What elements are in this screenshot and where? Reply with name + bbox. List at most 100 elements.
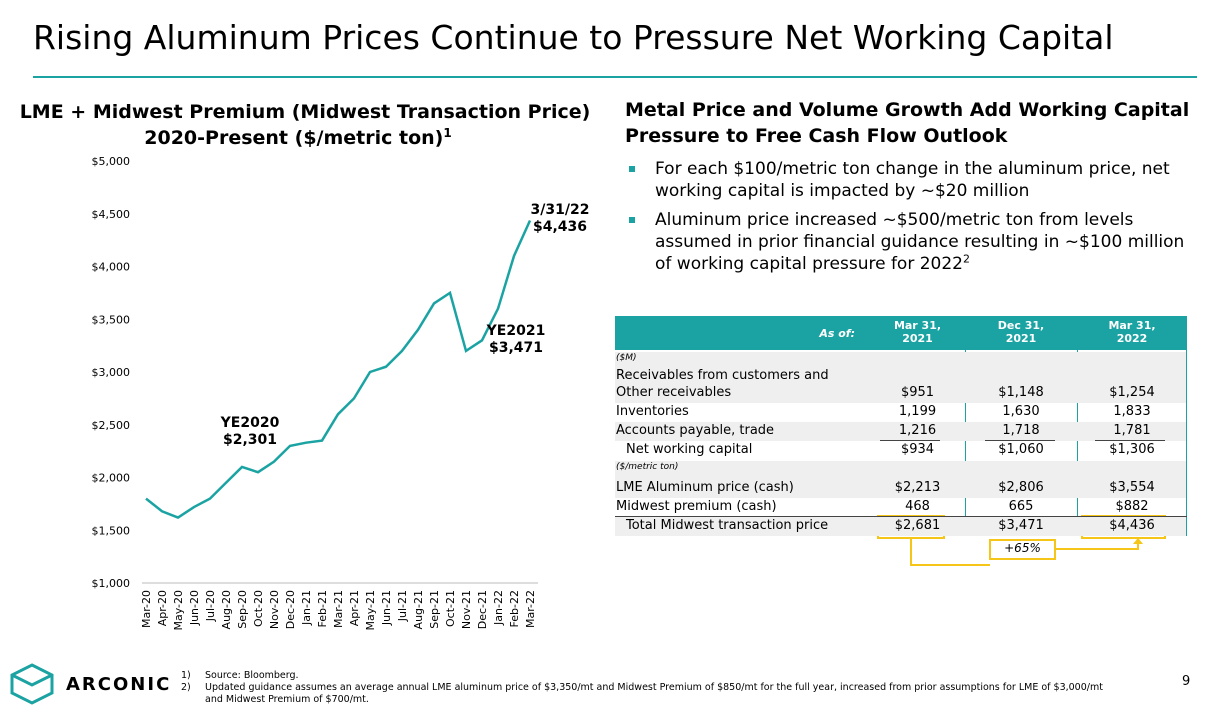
bullet-body: For each $100/metric ton change in the a… bbox=[655, 159, 1170, 201]
row-label: Receivables from customers and bbox=[616, 368, 829, 383]
column-header: 2021 bbox=[902, 332, 933, 345]
cell: $1,254 bbox=[1109, 385, 1155, 400]
cell: $882 bbox=[1115, 499, 1149, 514]
rule bbox=[615, 516, 1187, 517]
x-tick-label: Mar-21 bbox=[332, 590, 345, 628]
annotation: YE2020 bbox=[220, 415, 280, 431]
x-tick-label: Feb-21 bbox=[316, 590, 329, 627]
cell: 1,630 bbox=[1002, 404, 1040, 419]
y-tick-label: $2,000 bbox=[92, 472, 131, 485]
footnote-marker: 2) bbox=[181, 682, 191, 693]
x-tick-label: Dec-20 bbox=[284, 590, 297, 629]
y-tick-label: $3,500 bbox=[92, 313, 131, 326]
cell: $2,806 bbox=[998, 480, 1044, 495]
bullet-text: For each $100/metric ton change in the a… bbox=[655, 158, 1190, 202]
bullet-marker bbox=[629, 166, 635, 172]
chart-title: 2020-Present ($/metric ton)1 bbox=[144, 126, 451, 149]
footnote-text: Updated guidance assumes an average annu… bbox=[205, 682, 1103, 705]
row-label: Accounts payable, trade bbox=[616, 423, 775, 438]
arrow-head bbox=[1133, 538, 1143, 544]
cell: 1,781 bbox=[1113, 423, 1151, 438]
x-tick-label: Sep-21 bbox=[428, 590, 441, 629]
section-heading: Pressure to Free Cash Flow Outlook bbox=[625, 125, 1008, 147]
y-tick-label: $1,000 bbox=[92, 577, 131, 590]
annotation: $4,436 bbox=[533, 219, 587, 235]
footnote-marker: 1) bbox=[181, 670, 191, 681]
row-band bbox=[615, 352, 1186, 367]
bullet-text: Aluminum price increased ~$500/metric to… bbox=[655, 209, 1190, 275]
rule bbox=[985, 440, 1055, 441]
bullet-marker bbox=[629, 217, 635, 223]
table-header bbox=[615, 316, 1187, 350]
cell: 468 bbox=[905, 499, 930, 514]
annotation: 3/31/22 bbox=[531, 202, 590, 218]
logo-text: ARCONIC bbox=[66, 674, 172, 695]
y-tick-label: $2,500 bbox=[92, 419, 131, 432]
section-label: ($/metric ton) bbox=[616, 462, 679, 472]
cell: 1,718 bbox=[1002, 423, 1040, 438]
cell: $4,436 bbox=[1109, 518, 1155, 533]
cell: $1,060 bbox=[998, 442, 1044, 457]
rule bbox=[1095, 440, 1165, 441]
annotation: $2,301 bbox=[223, 432, 277, 448]
x-tick-label: Jul-20 bbox=[204, 590, 217, 622]
cell: $3,471 bbox=[998, 518, 1044, 533]
y-tick-label: $4,000 bbox=[92, 261, 131, 274]
x-tick-label: Oct-20 bbox=[252, 590, 265, 627]
row-band bbox=[615, 479, 1186, 498]
x-tick-label: Nov-21 bbox=[460, 590, 473, 629]
callout: +65% bbox=[1004, 541, 1041, 555]
rule bbox=[880, 440, 940, 441]
chart-title: LME + Midwest Premium (Midwest Transacti… bbox=[20, 101, 591, 123]
footnote-text: Source: Bloomberg. bbox=[205, 670, 299, 681]
cell: $3,554 bbox=[1109, 480, 1155, 495]
cell: 1,199 bbox=[898, 404, 937, 419]
connector bbox=[1055, 542, 1139, 550]
cell: 1,833 bbox=[1113, 404, 1151, 419]
x-tick-label: Mar-20 bbox=[140, 590, 153, 628]
x-tick-label: Oct-21 bbox=[444, 590, 457, 627]
x-tick-label: Feb-22 bbox=[508, 590, 521, 627]
row-label: Total Midwest transaction price bbox=[626, 518, 829, 533]
row-label: Midwest premium (cash) bbox=[616, 499, 777, 514]
row-label: LME Aluminum price (cash) bbox=[616, 480, 794, 495]
cell: $2,681 bbox=[894, 518, 941, 533]
y-tick-label: $5,000 bbox=[92, 155, 131, 168]
slide-title: Rising Aluminum Prices Continue to Press… bbox=[33, 18, 1114, 57]
x-tick-label: Jun-20 bbox=[188, 590, 201, 626]
annotation: YE2021 bbox=[486, 323, 546, 339]
chart: LME + Midwest Premium (Midwest Transacti… bbox=[20, 101, 591, 631]
x-tick-label: Jul-21 bbox=[396, 590, 409, 622]
x-tick-label: Nov-20 bbox=[268, 590, 281, 629]
cell: $1,148 bbox=[998, 385, 1044, 400]
y-tick-label: $4,500 bbox=[92, 208, 131, 221]
x-tick-label: Dec-21 bbox=[476, 590, 489, 629]
column-header: Mar 31, bbox=[893, 319, 942, 332]
as-of: As of: bbox=[819, 327, 855, 340]
x-tick-label: Jan-22 bbox=[492, 590, 505, 626]
footnote-ref: 2 bbox=[962, 252, 970, 266]
cell: 1,216 bbox=[898, 423, 937, 438]
column-header: 2022 bbox=[1116, 332, 1148, 345]
column-header: Dec 31, bbox=[997, 319, 1045, 332]
footnote-ref: 1 bbox=[443, 126, 451, 140]
row-band bbox=[615, 517, 1186, 536]
row-band bbox=[615, 422, 1186, 441]
cell: $951 bbox=[900, 385, 935, 400]
x-tick-label: Apr-21 bbox=[348, 590, 361, 626]
page-number: 9 bbox=[1182, 674, 1191, 689]
x-tick-label: Mar-22 bbox=[524, 590, 537, 628]
title-rule bbox=[33, 76, 1197, 78]
row-band bbox=[615, 367, 1186, 403]
row-band bbox=[615, 461, 1186, 479]
row-label: Net working capital bbox=[626, 442, 753, 457]
line-series bbox=[145, 219, 532, 519]
cell: 665 bbox=[1008, 499, 1034, 514]
row-label: Inventories bbox=[616, 404, 689, 419]
chart-title-line: LME + Midwest Premium (Midwest Transacti… bbox=[20, 101, 591, 123]
x-tick-label: May-20 bbox=[172, 590, 185, 631]
bullet-body: Aluminum price increased ~$500/metric to… bbox=[655, 210, 1185, 274]
cell: $2,213 bbox=[894, 480, 941, 495]
connector bbox=[910, 538, 990, 566]
